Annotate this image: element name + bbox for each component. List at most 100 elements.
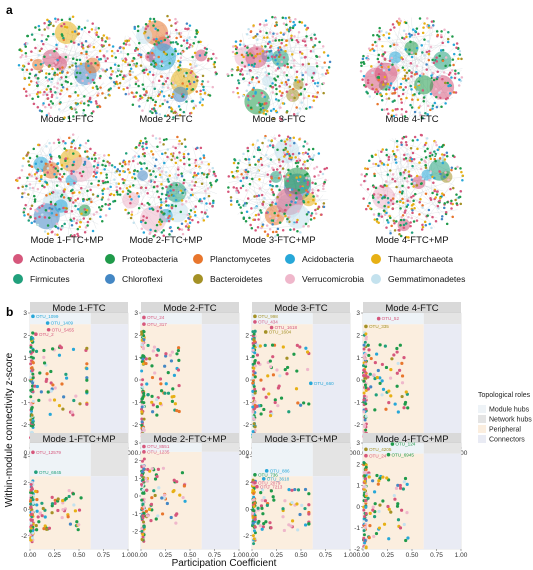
network-4: Mode 4-FTC <box>359 17 464 125</box>
point <box>363 357 367 361</box>
role-swatch <box>478 425 486 433</box>
hub-point <box>376 316 381 321</box>
point <box>175 480 179 484</box>
y-axis-label: Within-module connectivity z-score <box>4 352 15 507</box>
point <box>50 502 55 506</box>
point <box>30 486 34 490</box>
point <box>253 387 257 391</box>
network-title: Mode 3-FTC <box>252 114 305 125</box>
network-module <box>271 49 289 67</box>
point <box>53 501 57 505</box>
point <box>362 487 366 491</box>
point <box>269 365 273 369</box>
point <box>281 515 285 519</box>
point <box>395 371 399 375</box>
hub-point <box>31 314 35 319</box>
roles-title: Topological roles <box>478 392 531 399</box>
point <box>168 353 172 357</box>
point <box>160 512 165 516</box>
panel-title: Mode 1-FTC+MP <box>42 434 115 445</box>
point <box>76 528 80 532</box>
point <box>378 381 382 385</box>
point <box>150 496 154 500</box>
point <box>29 493 33 497</box>
point <box>35 384 40 389</box>
point <box>85 366 89 371</box>
point <box>154 517 158 521</box>
point <box>156 348 161 352</box>
point <box>389 510 393 514</box>
point <box>253 525 257 529</box>
network-panel: Mode 1-FTC Mode 2-FTC Mode 3-FTC Mode 4-FTC… <box>15 14 465 246</box>
point <box>268 521 272 525</box>
network-nodes <box>359 17 464 120</box>
point <box>380 379 384 383</box>
legend-label: Proteobacteria <box>122 254 178 264</box>
y-tick-label: -1 <box>354 400 360 407</box>
point <box>262 495 266 500</box>
point <box>398 486 403 490</box>
point <box>260 498 264 502</box>
point <box>390 357 394 361</box>
network-hubs-region <box>90 313 128 325</box>
point <box>37 398 41 402</box>
hub-point <box>269 325 274 330</box>
point <box>61 407 65 411</box>
point <box>34 524 38 528</box>
connectors-region <box>201 451 239 549</box>
panel-title: Mode 3-FTC+MP <box>264 434 337 445</box>
point <box>71 347 76 351</box>
point <box>368 511 372 516</box>
point <box>150 400 154 404</box>
point <box>364 518 368 522</box>
point <box>252 396 256 400</box>
point <box>164 352 168 356</box>
point <box>29 418 33 422</box>
y-tick-label: 3 <box>134 440 138 447</box>
point <box>74 394 78 398</box>
data-points <box>140 329 181 439</box>
point <box>31 376 35 380</box>
point <box>40 514 44 518</box>
point <box>363 423 367 427</box>
point <box>150 375 155 380</box>
point <box>85 346 89 350</box>
point <box>387 401 391 405</box>
point <box>271 355 275 359</box>
y-tick-label: -1 <box>243 400 249 407</box>
role-label: Connectors <box>489 437 525 444</box>
point <box>146 393 150 397</box>
point <box>258 344 262 348</box>
point <box>30 388 34 392</box>
point <box>402 522 406 527</box>
point <box>29 337 33 341</box>
network-title: Mode 4-FTC+MP <box>375 235 448 246</box>
point <box>155 397 159 402</box>
point <box>369 356 373 361</box>
point <box>363 514 367 518</box>
point <box>251 534 255 538</box>
network-nodes <box>114 14 218 119</box>
point <box>141 362 145 366</box>
point <box>152 345 157 349</box>
point <box>43 524 47 528</box>
point <box>57 353 62 357</box>
point <box>29 512 33 516</box>
network-6: Mode 2-FTC+MP <box>115 134 219 246</box>
point <box>272 498 276 502</box>
point <box>251 410 255 414</box>
point <box>252 332 256 336</box>
y-tick-label: 1 <box>356 355 360 362</box>
point <box>42 361 47 365</box>
point <box>364 499 368 503</box>
point <box>164 354 168 358</box>
y-tick-label: -2 <box>243 533 249 540</box>
y-tick-label: 4 <box>23 453 27 460</box>
point <box>393 497 397 501</box>
point <box>259 378 263 382</box>
y-tick-label: -2 <box>132 529 138 536</box>
y-tick-label: 2 <box>134 333 138 340</box>
network-title: Mode 1-FTC <box>40 114 93 125</box>
network-title: Mode 2-FTC <box>139 114 192 125</box>
